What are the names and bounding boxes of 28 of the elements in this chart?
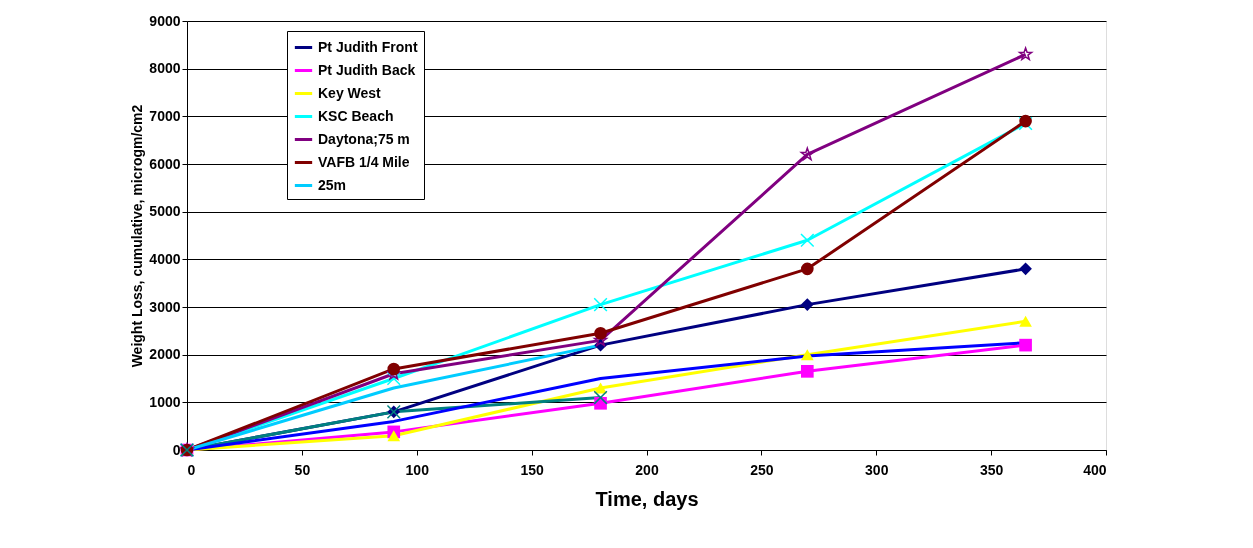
y-tick-label: 7000 [149, 107, 181, 124]
legend-label: Daytona;75 m [318, 130, 410, 147]
y-tick-label: 0 [172, 441, 181, 458]
y-tick-label: 3000 [149, 298, 181, 315]
x-tick-label: 300 [865, 461, 889, 478]
legend-label: Pt Judith Back [318, 61, 416, 78]
legend-label: Key West [318, 84, 382, 101]
y-tick-label: 1000 [149, 393, 181, 410]
legend-label: 25m [318, 176, 347, 193]
x-tick-label: 150 [520, 461, 545, 478]
legend-label: Pt Judith Front [318, 38, 418, 55]
y-axis-title: Weight Loss, cumulative, microgm/cm2 [129, 104, 146, 368]
y-tick-label: 8000 [149, 60, 181, 77]
x-tick-label: 50 [294, 461, 311, 478]
x-tick-label: 400 [1083, 461, 1107, 478]
y-tick-label: 2000 [149, 346, 181, 363]
x-tick-label: 0 [187, 461, 196, 478]
x-tick-label: 250 [750, 461, 774, 478]
y-tick-label: 5000 [149, 203, 181, 220]
x-tick-label: 350 [979, 461, 1004, 478]
x-axis-title: Time, days [595, 487, 699, 510]
x-tick-label: 200 [635, 461, 659, 478]
y-tick-label: 4000 [149, 250, 181, 267]
legend-label: VAFB 1/4 Mile [318, 153, 410, 170]
x-tick-label: 100 [405, 461, 430, 478]
legend-label: KSC Beach [318, 107, 394, 124]
y-tick-label: 9000 [149, 12, 181, 29]
y-tick-label: 6000 [149, 155, 181, 172]
